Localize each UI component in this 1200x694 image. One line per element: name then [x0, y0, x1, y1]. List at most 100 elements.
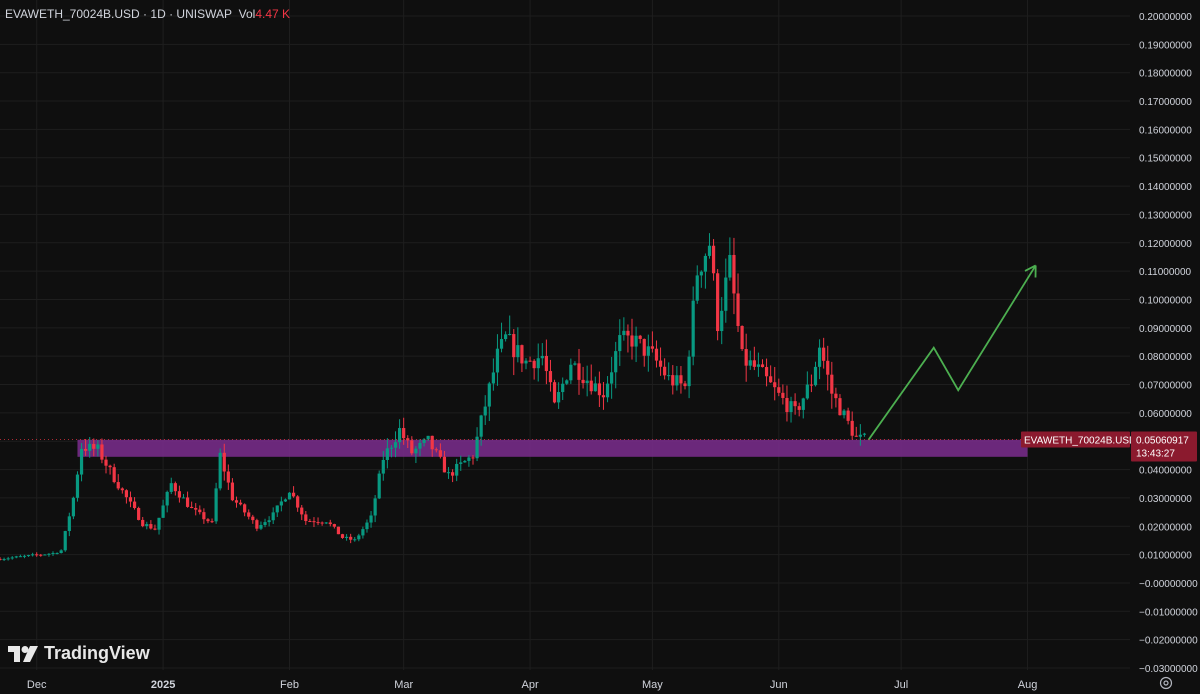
candle-down [809, 384, 814, 386]
candle-up [357, 535, 361, 540]
candle-up [55, 553, 59, 555]
price-tick-label: 0.07000000 [1139, 381, 1192, 392]
candle-down [826, 360, 830, 375]
candle-up [573, 363, 577, 365]
price-tag-bg [1131, 431, 1197, 462]
candle-down [451, 472, 455, 476]
candle-down [658, 360, 663, 367]
time-tick-label: Jun [770, 679, 788, 691]
gear-icon[interactable] [1159, 676, 1173, 690]
candle-down [104, 459, 108, 466]
time-tick-label: Feb [280, 679, 299, 691]
support-zone-rect [77, 439, 1028, 457]
candle-up [275, 505, 279, 513]
candle-up [263, 522, 267, 526]
price-tick-label: 0.03000000 [1139, 494, 1192, 505]
candle-up [161, 505, 165, 518]
candle-down [630, 335, 634, 347]
candle-down [128, 497, 133, 502]
candle-up [145, 524, 149, 527]
candle-down [430, 435, 434, 450]
candle-down [226, 471, 230, 483]
candle-up [646, 346, 650, 356]
candle-down [206, 519, 210, 522]
candle-down [328, 522, 332, 525]
candle-down [190, 506, 194, 509]
time-axis[interactable]: Dec 2025 Feb Mar Apr May Jun Jul Aug [27, 679, 1037, 691]
candle-up [675, 375, 679, 386]
candle-up [483, 406, 487, 416]
candle-down [654, 348, 659, 361]
price-tick-label: −0.00000000 [1139, 579, 1198, 590]
price-tick-label: 0.02000000 [1139, 522, 1192, 533]
interval-label[interactable]: 1D [150, 7, 166, 21]
candle-up [6, 558, 10, 560]
candle-up [63, 531, 67, 551]
candle-down [194, 508, 198, 510]
candle-up [728, 254, 732, 278]
candle-up [385, 448, 389, 460]
price-tick-label: −0.03000000 [1139, 664, 1198, 675]
candle-down [642, 338, 646, 356]
candle-down [577, 363, 581, 380]
exchange-label: UNISWAP [176, 7, 232, 21]
candle-up [862, 433, 867, 435]
candle-up [536, 358, 540, 369]
price-tick-label: −0.02000000 [1139, 636, 1198, 647]
support-zone [77, 439, 1028, 457]
price-tick-label: 0.14000000 [1139, 182, 1192, 193]
candle-down [512, 334, 516, 358]
candle-down [773, 382, 777, 388]
candle-up [699, 271, 703, 276]
candle-up [813, 366, 818, 386]
price-tick-label: 0.20000000 [1139, 12, 1192, 23]
candle-down [442, 456, 447, 473]
candle-up [426, 435, 430, 440]
candle-down [548, 371, 553, 383]
candle-down [830, 374, 834, 394]
candle-down [291, 492, 296, 497]
candle-down [736, 293, 740, 326]
candle-down [300, 507, 304, 515]
price-tick-label: 0.08000000 [1139, 352, 1192, 363]
price-tick-label: 0.04000000 [1139, 466, 1192, 477]
candle-up [687, 356, 691, 387]
candle-down [316, 522, 320, 524]
candle-up [169, 483, 173, 492]
candle-up [75, 474, 80, 498]
candle-up [605, 383, 610, 398]
candle-down [781, 392, 785, 398]
candle-down [850, 420, 854, 436]
candle-up [422, 439, 426, 443]
tradingview-logo[interactable]: TradingView [8, 643, 150, 664]
candle-down [711, 245, 716, 274]
candle-up [214, 488, 218, 522]
candle-down [100, 444, 104, 460]
price-tick-label: 0.17000000 [1139, 97, 1192, 108]
candle-up [361, 529, 365, 536]
candle-down [732, 254, 736, 294]
candle-up [667, 375, 671, 377]
candle-up [618, 335, 622, 352]
candle-up [817, 347, 822, 367]
candle-up [459, 462, 463, 464]
candle-down [132, 501, 137, 509]
candle-up [365, 522, 369, 530]
candle-down [198, 509, 202, 513]
symbol-name[interactable]: EVAWETH_70024B.USD [5, 7, 140, 21]
candle-up [43, 554, 47, 556]
candle-down [589, 380, 593, 392]
candle-up [691, 300, 695, 357]
candle-down [230, 482, 235, 501]
candle-down [822, 347, 826, 361]
candle-down [834, 393, 838, 399]
candle-up [487, 383, 491, 407]
time-tick-label: Dec [27, 679, 47, 691]
symbol-header[interactable]: EVAWETH_70024B.USD · 1D · UNISWAP Vol4.4… [5, 7, 290, 21]
candle-down [247, 512, 251, 517]
candle-up [475, 436, 479, 459]
candle-down [528, 360, 532, 362]
time-tick-label: Aug [1018, 679, 1038, 691]
